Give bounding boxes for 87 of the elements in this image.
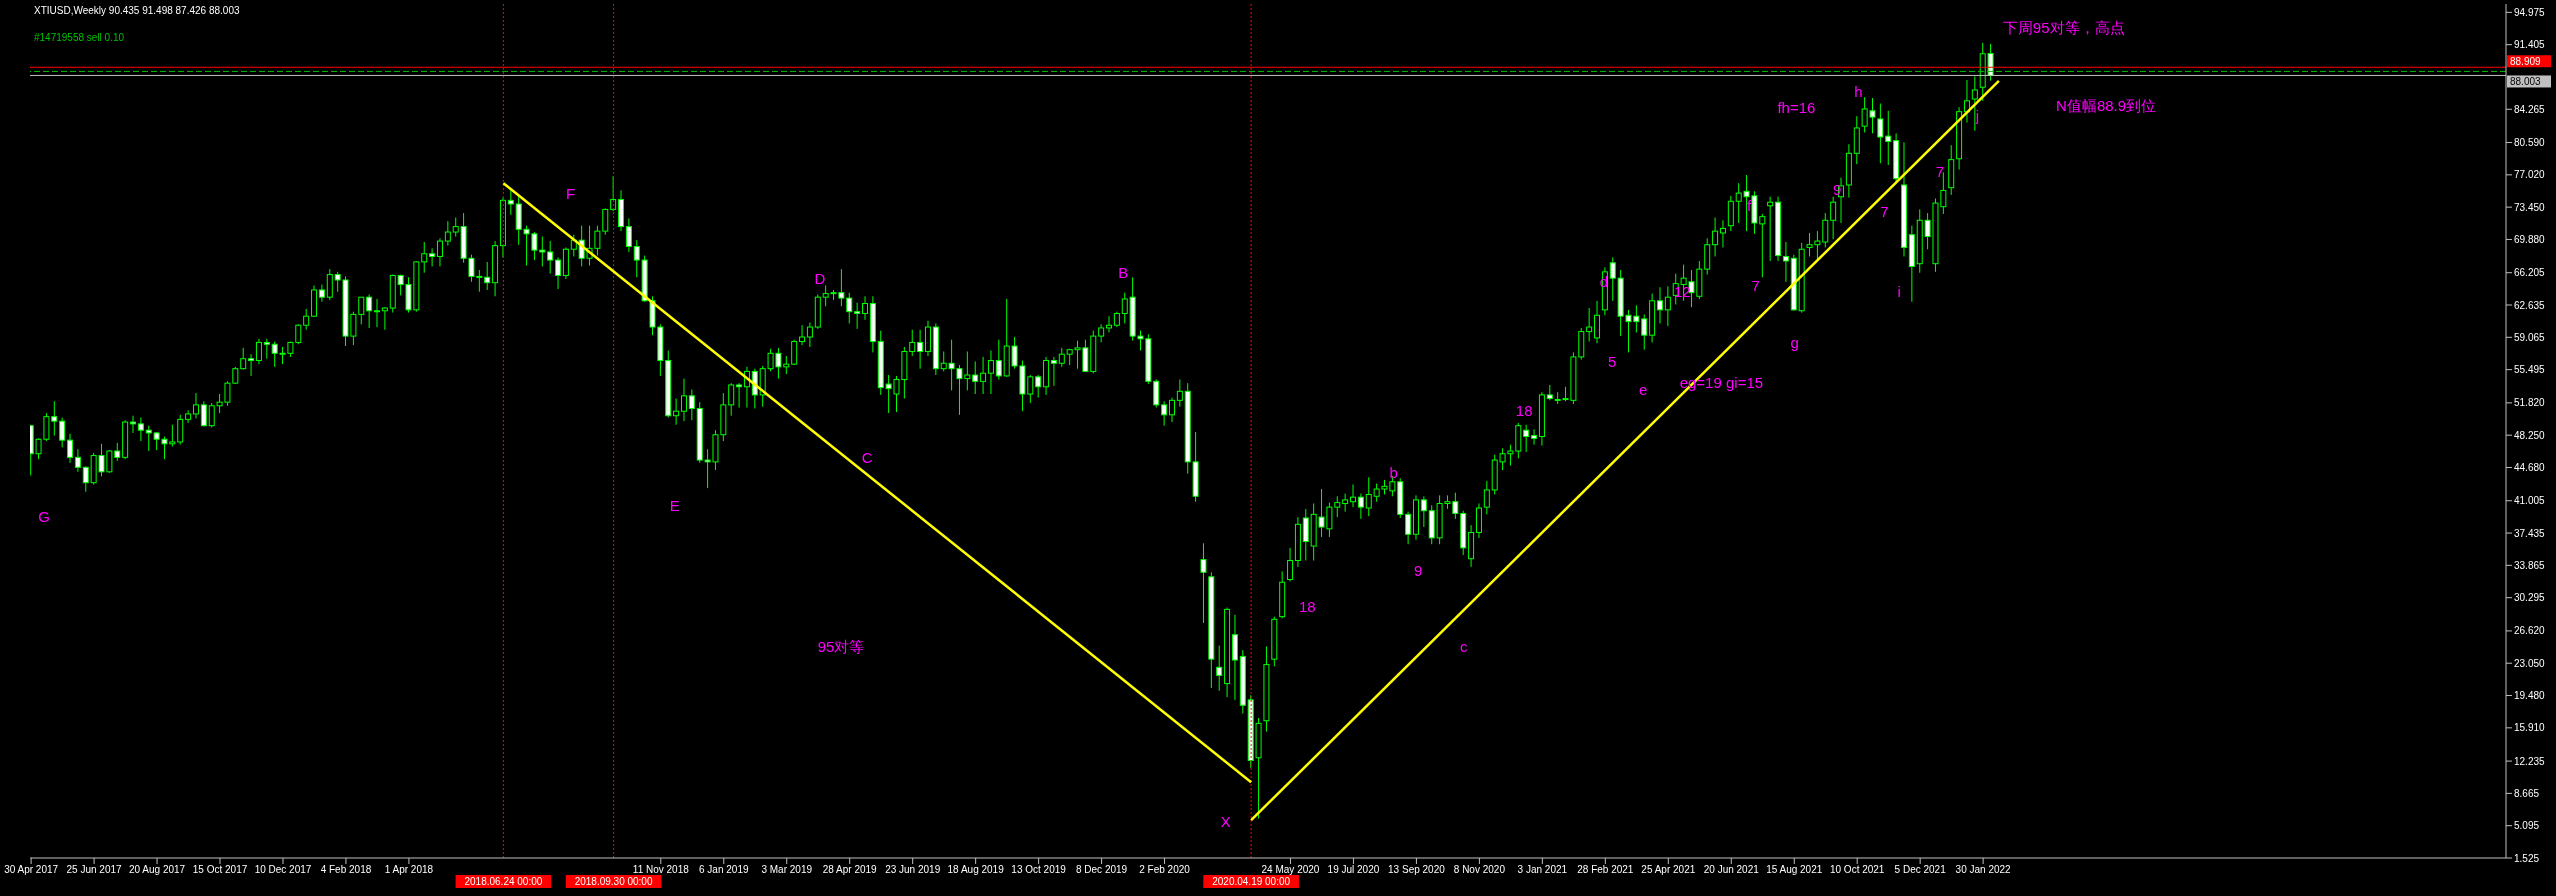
y-tick-label: 44.680 [2514, 462, 2546, 474]
x-tick-label: 13 Oct 2019 [1011, 864, 1067, 876]
annotation: G [38, 508, 50, 526]
annotation: 9 [1414, 561, 1423, 579]
y-tick-label: 94.975 [2514, 6, 2546, 18]
y-tick-label: 48.250 [2514, 429, 2546, 441]
annotation: 5 [1608, 353, 1617, 371]
annotation: 7 [1751, 276, 1760, 294]
y-tick-label: 66.205 [2514, 267, 2546, 279]
y-tick-label: 41.005 [2514, 495, 2546, 507]
y-tick-label: 19.480 [2514, 690, 2546, 702]
x-tick-label: 15 Aug 2021 [1766, 864, 1823, 876]
annotation: j [1974, 107, 1979, 125]
x-tick-label: 11 Nov 2018 [632, 864, 690, 876]
x-tick-label: 20 Jun 2021 [1703, 864, 1760, 876]
y-tick-label: 15.910 [2514, 722, 2546, 734]
y-tick-label: 8.665 [2514, 787, 2540, 799]
chart-title: XTIUSD,Weekly 90.435 91.498 87.426 88.003 [34, 5, 240, 16]
y-tick-label: 23.050 [2514, 657, 2546, 669]
y-tick-label: 91.405 [2514, 39, 2546, 51]
annotation: 7 [1935, 162, 1944, 180]
x-tick-label: 23 Jun 2019 [885, 864, 941, 876]
annotation: D [814, 270, 826, 288]
x-tick-label: 15 Oct 2017 [192, 864, 248, 876]
annotation: g [1790, 333, 1799, 351]
annotation: E [669, 496, 680, 514]
x-tick-label: 10 Dec 2017 [254, 864, 312, 876]
annotation: i [1897, 283, 1901, 301]
ref-line-label: 2018.09.30 00:00 [574, 876, 653, 887]
annotation: F [565, 185, 576, 203]
annotation: 18 [1515, 402, 1533, 420]
y-tick-label: 84.265 [2514, 103, 2546, 115]
x-tick-label: 18 Aug 2019 [947, 864, 1005, 876]
annotation: X [1220, 812, 1231, 830]
x-tick-label: 13 Sep 2020 [1388, 864, 1446, 876]
ref-line-label: #14719558 sell 0.10 [34, 32, 125, 44]
y-tick-label: 59.065 [2514, 331, 2546, 343]
annotation: B [1118, 263, 1129, 281]
annotation: 下周95对等，高点 [2002, 19, 2125, 37]
y-tick-label: 77.020 [2514, 169, 2546, 181]
x-tick-label: 20 Aug 2017 [128, 864, 186, 876]
x-tick-label: 25 Jun 2017 [66, 864, 123, 876]
y-tick-label: 30.295 [2514, 592, 2546, 604]
x-tick-label: 28 Apr 2019 [822, 864, 878, 876]
y-tick-label: 73.450 [2514, 201, 2546, 213]
ref-line-label: 2020.04.19 00:00 [1212, 876, 1291, 887]
x-tick-label: 2 Feb 2020 [1139, 864, 1191, 876]
annotation: 95对等 [817, 638, 865, 656]
annotation: e [1638, 380, 1648, 398]
y-tick-label: 69.880 [2514, 234, 2546, 246]
y-tick-label: 55.495 [2514, 364, 2546, 376]
x-tick-label: 8 Nov 2020 [1453, 864, 1506, 876]
x-tick-label: 25 Apr 2021 [1641, 864, 1696, 876]
annotation: h [1854, 82, 1863, 100]
y-tick-label: 12.235 [2514, 755, 2546, 767]
y-tick-label: 5.095 [2514, 820, 2540, 832]
y-tick-label: 37.435 [2514, 527, 2546, 539]
annotation: fh=16 [1777, 99, 1816, 117]
x-tick-label: 1 Apr 2018 [384, 864, 434, 876]
x-tick-label: 8 Dec 2019 [1076, 864, 1128, 876]
x-tick-label: 4 Feb 2018 [320, 864, 372, 876]
ref-line-label: 88.909 [2510, 56, 2542, 68]
x-tick-label: 28 Feb 2021 [1577, 864, 1634, 876]
x-tick-label: 30 Jan 2022 [1955, 864, 2012, 876]
annotation: 18 [1299, 597, 1316, 615]
x-tick-label: 10 Oct 2021 [1829, 864, 1885, 876]
x-tick-label: 6 Jan 2019 [699, 864, 749, 876]
x-tick-label: 3 Jan 2021 [1517, 864, 1568, 876]
y-tick-label: 1.525 [2514, 852, 2540, 864]
annotation: f [1747, 196, 1753, 214]
y-tick-label: 51.820 [2514, 397, 2546, 409]
x-tick-label: 5 Dec 2021 [1894, 864, 1947, 876]
y-tick-label: 26.620 [2514, 625, 2546, 637]
annotation: N值幅88.9到位 [2056, 97, 2157, 115]
ref-line-label: 88.003 [2510, 76, 2542, 88]
ref-line-label: 2018.06.24 00:00 [464, 876, 543, 887]
x-tick-label: 19 Jul 2020 [1327, 864, 1380, 876]
annotation: 7 [1880, 203, 1889, 221]
x-tick-label: 3 Mar 2019 [761, 864, 813, 876]
annotation: b [1389, 464, 1398, 482]
x-tick-label: 30 Apr 2017 [4, 864, 59, 876]
x-tick-label: 24 May 2020 [1261, 864, 1320, 876]
y-tick-label: 33.865 [2514, 559, 2546, 571]
y-tick-label: 80.590 [2514, 137, 2546, 149]
annotation: C [861, 449, 873, 467]
annotation: c [1460, 638, 1469, 656]
y-tick-label: 62.635 [2514, 299, 2546, 311]
